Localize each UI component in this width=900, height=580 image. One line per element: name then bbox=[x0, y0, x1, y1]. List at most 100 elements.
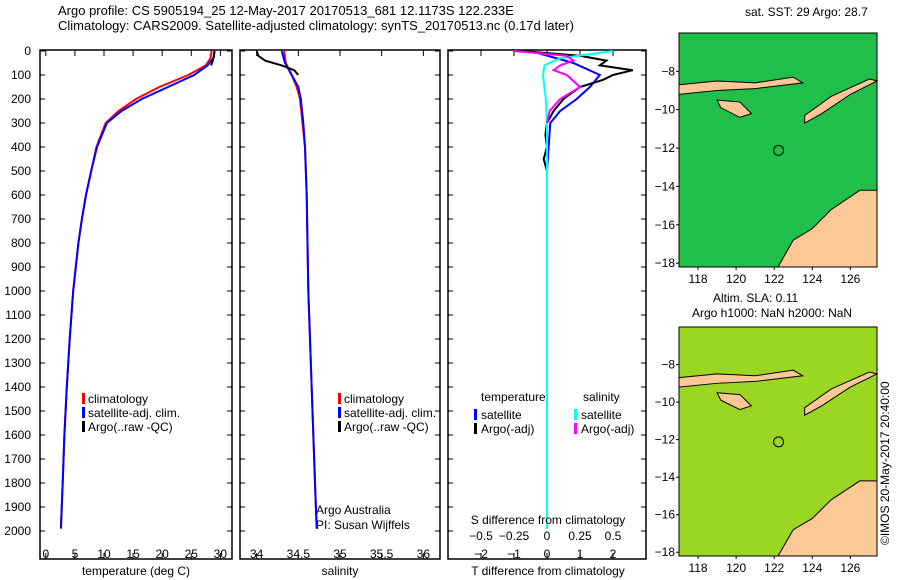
s-diff-axis-label: S difference from climatology bbox=[471, 513, 626, 527]
y-tick-label: 900 bbox=[11, 260, 31, 274]
land-sumba bbox=[716, 392, 753, 411]
legend-label: satellite-adj. clim. bbox=[344, 406, 436, 420]
lon-tick-label: 118 bbox=[688, 272, 707, 286]
legend-label: Argo(..raw -QC) bbox=[88, 420, 173, 434]
y-tick-label: 100 bbox=[11, 68, 31, 82]
legend-label: climatology bbox=[344, 392, 404, 406]
x-axis-label: salinity bbox=[322, 564, 359, 578]
y-tick-label: 1500 bbox=[4, 404, 31, 418]
land-sumba bbox=[716, 99, 753, 118]
t-diff-axis-label: T difference from climatology bbox=[471, 564, 625, 578]
plot-frame-0 bbox=[39, 49, 233, 560]
y-tick-label: 1800 bbox=[4, 476, 31, 490]
sst-map-title: sat. SST: 29 Argo: 28.7 bbox=[745, 5, 868, 19]
lat-tick-label: −18 bbox=[655, 545, 676, 559]
x-tick-label: 34 bbox=[250, 547, 264, 561]
series-line-climatology bbox=[59, 50, 213, 529]
lat-tick-label: −14 bbox=[655, 179, 676, 193]
y-tick-label: 1300 bbox=[4, 356, 31, 370]
lon-tick-label: 120 bbox=[726, 272, 746, 286]
legend-label: Argo(-adj) bbox=[581, 422, 634, 436]
s-diff-tick-label: −0.25 bbox=[499, 529, 530, 543]
series-line-satellite-adj-clim- bbox=[280, 50, 318, 529]
lon-tick-label: 124 bbox=[802, 272, 822, 286]
series-line-s-satellite bbox=[541, 50, 614, 529]
lat-tick-label: −10 bbox=[655, 103, 676, 117]
x-tick-label: −2 bbox=[474, 547, 488, 561]
y-tick-label: 200 bbox=[11, 92, 31, 106]
lon-tick-label: 122 bbox=[764, 272, 784, 286]
series-line-t-argo-adj- bbox=[520, 50, 634, 172]
legend-swatch bbox=[82, 421, 85, 432]
legend-swatch bbox=[82, 393, 85, 404]
x-tick-label: 5 bbox=[72, 547, 79, 561]
x-tick-label: 1 bbox=[577, 547, 584, 561]
lat-tick-label: −16 bbox=[655, 508, 676, 522]
argo-position-marker bbox=[773, 144, 785, 156]
y-tick-label: 1700 bbox=[4, 452, 31, 466]
x-tick-label: 35.5 bbox=[370, 547, 394, 561]
credit: ©IMOS 20-May-2017 20:40:00 bbox=[878, 381, 892, 545]
y-tick-label: 1600 bbox=[4, 428, 31, 442]
x-tick-label: 0 bbox=[544, 547, 551, 561]
land-timor bbox=[804, 371, 879, 417]
series-line-satellite-adj-clim- bbox=[59, 50, 216, 529]
legend-swatch bbox=[82, 407, 85, 418]
s-diff-tick-label: 0.5 bbox=[605, 529, 622, 543]
lon-tick-label: 124 bbox=[802, 561, 822, 575]
lat-tick-label: −16 bbox=[655, 218, 676, 232]
legend-label: satellite bbox=[481, 408, 522, 422]
series-line-climatology bbox=[283, 50, 318, 529]
x-tick-label: −1 bbox=[507, 547, 521, 561]
x-tick-label: 34.5 bbox=[287, 547, 311, 561]
y-tick-label: 700 bbox=[11, 212, 31, 226]
argo-position-marker bbox=[773, 436, 785, 448]
y-tick-label: 800 bbox=[11, 236, 31, 250]
map-frame bbox=[678, 326, 878, 557]
lat-tick-label: −14 bbox=[655, 470, 676, 484]
s-diff-tick-label: −0.5 bbox=[469, 529, 493, 543]
y-tick-label: 1000 bbox=[4, 284, 31, 298]
x-tick-label: 0 bbox=[42, 547, 49, 561]
legend-swatch bbox=[338, 421, 341, 432]
title-line2: Climatology: CARS2009. Satellite-adjuste… bbox=[58, 18, 574, 33]
sla-map-title1: Altim. SLA: 0.11 bbox=[713, 291, 799, 305]
legend-swatch bbox=[574, 423, 577, 434]
lon-tick-label: 126 bbox=[840, 272, 860, 286]
sla-map bbox=[676, 326, 879, 559]
legend-swatch bbox=[474, 423, 477, 434]
series-line-argo-raw-qc- bbox=[210, 50, 216, 66]
y-tick-label: 0 bbox=[24, 44, 31, 58]
x-tick-label: 30 bbox=[214, 547, 228, 561]
y-tick-label: 1400 bbox=[4, 380, 31, 394]
series-line-argo-raw-qc- bbox=[255, 50, 300, 76]
lon-tick-label: 126 bbox=[840, 561, 860, 575]
land-timor bbox=[804, 78, 879, 125]
y-tick-label: 2000 bbox=[4, 524, 31, 538]
series-line-t-satellite bbox=[530, 50, 602, 529]
lat-tick-label: −8 bbox=[661, 64, 675, 78]
y-tick-label: 300 bbox=[11, 116, 31, 130]
legend-swatch bbox=[574, 409, 577, 420]
y-tick-label: 1100 bbox=[5, 308, 31, 322]
x-tick-label: 25 bbox=[185, 547, 199, 561]
y-tick-label: 600 bbox=[11, 188, 31, 202]
lon-tick-label: 118 bbox=[688, 561, 707, 575]
y-tick-label: 1200 bbox=[4, 332, 31, 346]
y-tick-label: 1900 bbox=[4, 500, 31, 514]
x-tick-label: 20 bbox=[156, 547, 170, 561]
legend-swatch bbox=[338, 393, 341, 404]
lat-tick-label: −8 bbox=[661, 358, 675, 372]
x-axis-label: temperature (deg C) bbox=[82, 564, 190, 578]
lat-tick-label: −12 bbox=[655, 433, 676, 447]
legend-label: satellite-adj. clim. bbox=[88, 406, 180, 420]
lat-tick-label: −10 bbox=[655, 395, 676, 409]
s-diff-tick-label: 0.25 bbox=[568, 529, 592, 543]
sst-map bbox=[676, 32, 879, 270]
lat-tick-label: −12 bbox=[655, 141, 676, 155]
sla-map-title2: Argo h1000: NaN h2000: NaN bbox=[692, 306, 853, 320]
x-tick-label: 15 bbox=[126, 547, 140, 561]
legend-label: satellite bbox=[581, 408, 622, 422]
land-flores-sumbawa bbox=[678, 76, 805, 95]
